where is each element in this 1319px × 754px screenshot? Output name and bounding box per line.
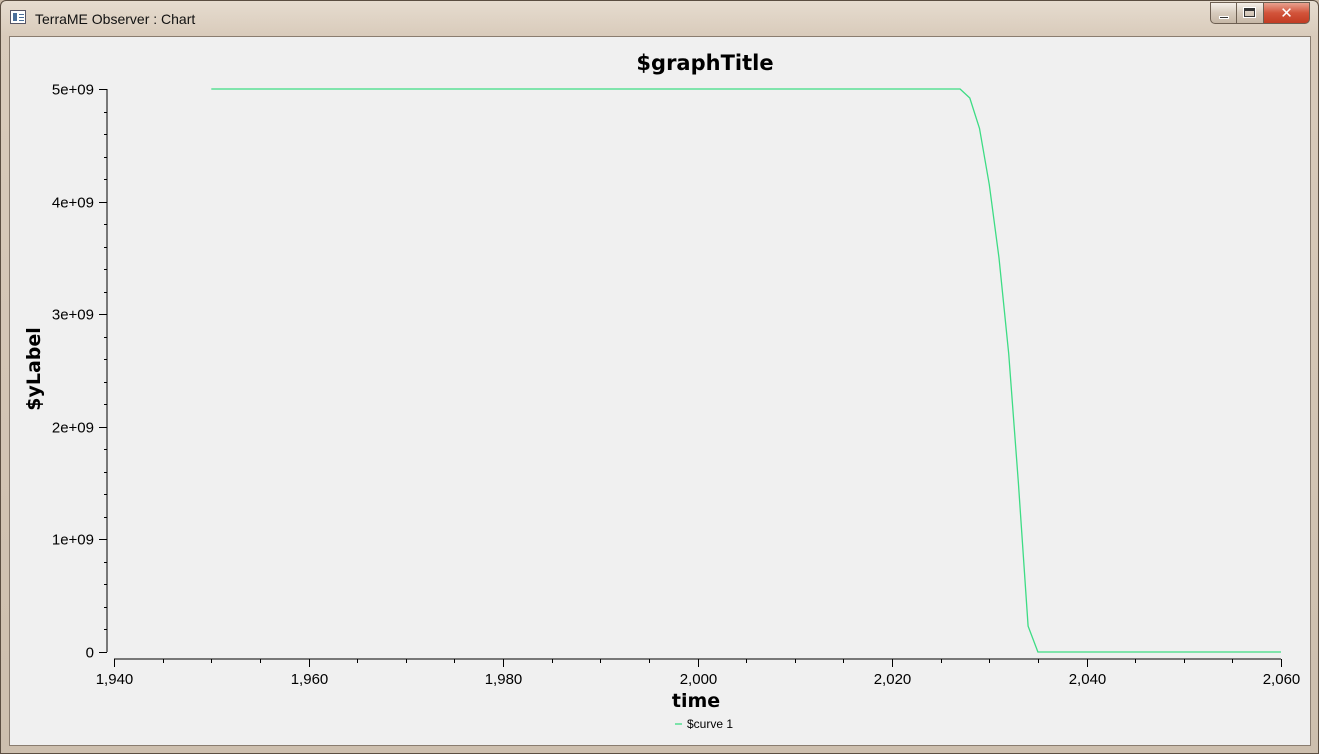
- window-controls: ✕: [1210, 2, 1310, 24]
- chart-title: $graphTitle: [636, 51, 773, 75]
- close-button[interactable]: ✕: [1264, 2, 1310, 24]
- x-tick-label: 2,040: [1069, 671, 1107, 688]
- x-tick-label: 2,020: [874, 671, 912, 688]
- line-chart: $graphTitle $yLabel time 0 1e+09 2e+09 3e+0…: [23, 51, 1301, 731]
- close-icon: ✕: [1280, 4, 1293, 22]
- x-axis-title: time: [672, 690, 720, 712]
- maximize-button[interactable]: [1237, 2, 1264, 24]
- chart-area: $graphTitle $yLabel time 0 1e+09 2e+09 3e+0…: [9, 36, 1311, 746]
- series-line: [211, 88, 1281, 653]
- chart-window-icon[interactable]: [10, 10, 26, 24]
- x-tick-label: 1,980: [485, 671, 523, 688]
- y-tick-label: 0: [86, 645, 94, 662]
- x-axis: 1,940 1,960 1,980 2,000 2,020 2,040 2,060: [96, 658, 1301, 688]
- x-tick-label: 2,060: [1263, 671, 1301, 688]
- x-tick-label: 2,000: [680, 671, 718, 688]
- plot-area: [211, 88, 1281, 653]
- x-tick-label: 1,940: [96, 671, 134, 688]
- y-axis-title: $yLabel: [23, 327, 45, 411]
- y-tick-label: 4e+09: [52, 195, 94, 212]
- y-tick-label: 1e+09: [52, 532, 94, 549]
- x-tick-label: 1,960: [291, 671, 329, 688]
- legend: $curve 1: [675, 717, 733, 731]
- y-tick-label: 2e+09: [52, 420, 94, 437]
- legend-label[interactable]: $curve 1: [687, 717, 733, 731]
- title-bar[interactable]: TerraME Observer : Chart ✕: [1, 1, 1318, 35]
- y-tick-label: 3e+09: [52, 307, 94, 324]
- window-title: TerraME Observer : Chart: [35, 11, 196, 27]
- minimize-button[interactable]: [1210, 2, 1237, 24]
- y-tick-label: 5e+09: [52, 82, 94, 99]
- y-axis: 0 1e+09 2e+09 3e+09 4e+09 5e+09: [52, 82, 108, 662]
